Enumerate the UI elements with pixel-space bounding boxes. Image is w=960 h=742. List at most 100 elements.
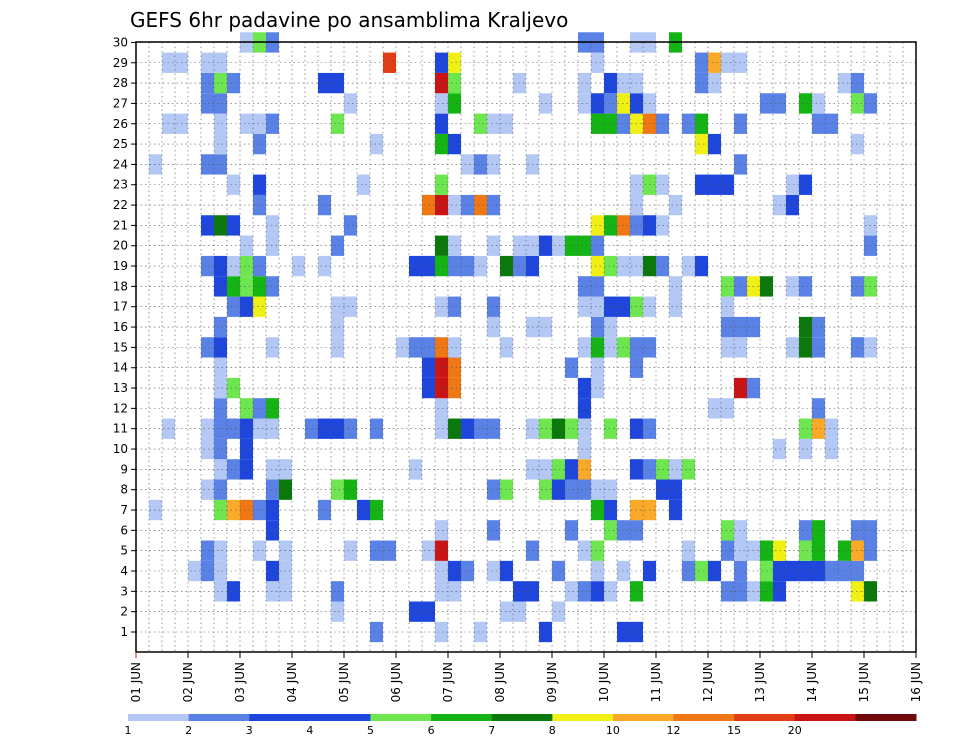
data-cell bbox=[708, 560, 721, 582]
data-cell bbox=[487, 235, 500, 256]
x-axis: 01 JUN 02 JUN 03 JUN 04 JUN 05 JUN 06 JUN 07 J… bbox=[129, 652, 923, 702]
data-cell bbox=[565, 418, 578, 439]
data-cell bbox=[786, 194, 799, 216]
x-tick-label: 01 JUN bbox=[129, 662, 143, 702]
legend-label: 5 bbox=[367, 724, 374, 737]
data-cell bbox=[708, 174, 721, 195]
data-cell bbox=[578, 296, 591, 317]
data-cell bbox=[604, 93, 617, 114]
data-cell bbox=[201, 337, 214, 358]
data-cell bbox=[214, 499, 227, 521]
data-cell bbox=[812, 316, 825, 338]
data-cell bbox=[708, 398, 721, 419]
data-cell bbox=[435, 113, 448, 134]
data-cell bbox=[565, 479, 578, 500]
data-cell bbox=[695, 72, 708, 94]
legend: 1 2 3 4 5 6 7 8 10 12 15 20 bbox=[125, 714, 917, 737]
data-cell bbox=[604, 418, 617, 439]
data-cell bbox=[682, 540, 695, 561]
data-cell bbox=[201, 418, 214, 439]
data-cell bbox=[565, 357, 578, 378]
data-cell bbox=[435, 621, 448, 643]
data-cell bbox=[448, 93, 461, 114]
data-cell bbox=[604, 255, 617, 277]
data-cell bbox=[214, 479, 227, 500]
data-cell bbox=[487, 316, 500, 338]
data-cell bbox=[825, 113, 838, 134]
data-cell bbox=[578, 398, 591, 419]
data-cell bbox=[435, 194, 448, 216]
data-cell bbox=[591, 337, 604, 358]
x-tick-label: 02 JUN bbox=[181, 662, 195, 702]
data-cell bbox=[214, 560, 227, 582]
data-cell bbox=[721, 296, 734, 317]
data-cell bbox=[240, 459, 253, 480]
data-cell bbox=[435, 235, 448, 256]
data-cell bbox=[591, 93, 604, 114]
data-cell bbox=[214, 418, 227, 439]
data-cell bbox=[682, 113, 695, 134]
data-cell bbox=[448, 296, 461, 317]
data-cell bbox=[578, 581, 591, 602]
x-tick-label: 14 JUN bbox=[805, 662, 819, 702]
legend-swatch bbox=[552, 714, 614, 721]
legend-swatch bbox=[855, 714, 917, 721]
data-cell bbox=[604, 581, 617, 602]
data-cell bbox=[214, 93, 227, 114]
data-cell bbox=[799, 337, 812, 358]
data-cell bbox=[227, 418, 240, 439]
y-tick-label: 27 bbox=[113, 96, 128, 110]
x-tick-label: 11 JUN bbox=[649, 662, 663, 702]
data-cell bbox=[344, 93, 357, 114]
y-tick-label: 14 bbox=[113, 361, 128, 375]
x-tick-label: 12 JUN bbox=[701, 662, 715, 702]
data-cell bbox=[552, 479, 565, 500]
data-cell bbox=[578, 540, 591, 561]
data-cell bbox=[240, 113, 253, 134]
data-cell bbox=[604, 337, 617, 358]
y-tick-label: 4 bbox=[120, 564, 128, 578]
data-cell bbox=[812, 337, 825, 358]
y-tick-label: 30 bbox=[113, 35, 128, 49]
y-tick-label: 12 bbox=[113, 401, 128, 415]
data-cell bbox=[318, 194, 331, 216]
data-cell bbox=[578, 72, 591, 94]
data-cell bbox=[578, 377, 591, 399]
chart-title: GEFS 6hr padavine po ansamblima Kraljevo bbox=[130, 8, 568, 32]
data-cell bbox=[708, 133, 721, 155]
data-cell bbox=[487, 418, 500, 439]
data-cell bbox=[201, 93, 214, 114]
data-cell bbox=[799, 276, 812, 297]
data-cell bbox=[487, 520, 500, 541]
data-cell bbox=[253, 276, 266, 297]
data-cell bbox=[604, 499, 617, 521]
legend-label: 15 bbox=[727, 724, 741, 737]
legend-label: 12 bbox=[667, 724, 681, 737]
legend-swatch bbox=[370, 714, 432, 721]
data-cell bbox=[474, 255, 487, 277]
data-cell bbox=[201, 72, 214, 94]
data-cell bbox=[578, 479, 591, 500]
data-cell bbox=[240, 398, 253, 419]
y-tick-label: 20 bbox=[113, 239, 128, 253]
data-cell bbox=[591, 479, 604, 500]
data-cell bbox=[318, 72, 331, 94]
data-cell bbox=[552, 418, 565, 439]
data-cell bbox=[578, 235, 591, 256]
x-tick-label: 16 JUN bbox=[909, 662, 923, 702]
data-cell bbox=[214, 215, 227, 236]
data-cell bbox=[227, 72, 240, 94]
data-cell bbox=[669, 194, 682, 216]
data-cell bbox=[240, 296, 253, 317]
legend-swatch bbox=[431, 714, 493, 721]
data-cell bbox=[227, 459, 240, 480]
data-cell bbox=[552, 560, 565, 582]
data-cell bbox=[565, 235, 578, 256]
x-tick-label: 06 JUN bbox=[389, 662, 403, 702]
legend-label: 4 bbox=[306, 724, 313, 737]
legend-swatch bbox=[794, 714, 856, 721]
data-cell bbox=[435, 560, 448, 582]
legend-label: 6 bbox=[428, 724, 435, 737]
y-tick-label: 25 bbox=[113, 137, 128, 151]
y-tick-label: 24 bbox=[113, 157, 128, 171]
